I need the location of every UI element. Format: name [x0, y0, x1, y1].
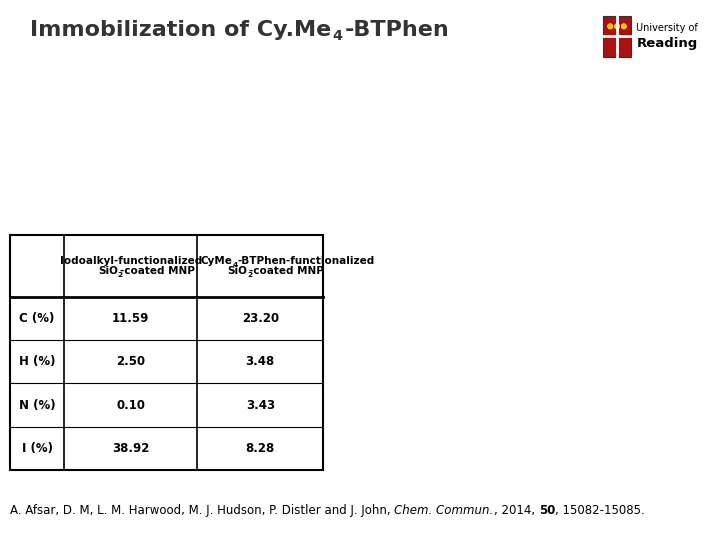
FancyBboxPatch shape	[603, 16, 631, 57]
Text: 11.59: 11.59	[112, 312, 149, 325]
Text: 8.28: 8.28	[246, 442, 275, 455]
Text: SiO: SiO	[228, 266, 247, 276]
Circle shape	[621, 24, 626, 29]
Text: , 15082-15085.: , 15082-15085.	[555, 504, 644, 517]
Text: 23.20: 23.20	[242, 312, 279, 325]
Text: 50: 50	[539, 504, 555, 517]
Circle shape	[615, 24, 619, 29]
Text: C (%): C (%)	[19, 312, 55, 325]
Text: Iodoalkyl-functionalized: Iodoalkyl-functionalized	[60, 256, 202, 266]
Text: N (%): N (%)	[19, 399, 55, 411]
Text: H (%): H (%)	[19, 355, 55, 368]
Text: 2.50: 2.50	[116, 355, 145, 368]
Text: Reading: Reading	[636, 37, 698, 50]
Text: 38.92: 38.92	[112, 442, 149, 455]
Text: -BTPhen: -BTPhen	[345, 20, 450, 40]
Text: 3.48: 3.48	[246, 355, 275, 368]
Text: 3.43: 3.43	[246, 399, 275, 411]
Bar	[10, 235, 323, 470]
Text: 2: 2	[117, 272, 123, 278]
Text: -BTPhen-functionalized: -BTPhen-functionalized	[238, 256, 374, 266]
Text: 4: 4	[332, 29, 342, 43]
Text: University of: University of	[636, 23, 698, 32]
Text: Immobilization of Cy.Me: Immobilization of Cy.Me	[30, 20, 331, 40]
Text: -coated MNP: -coated MNP	[249, 266, 324, 276]
Text: , 2014,: , 2014,	[494, 504, 539, 517]
Text: -coated MNP: -coated MNP	[120, 266, 194, 276]
Text: 0.10: 0.10	[116, 399, 145, 411]
Circle shape	[608, 24, 613, 29]
Circle shape	[621, 24, 626, 29]
Text: Chem. Commun.: Chem. Commun.	[395, 504, 494, 517]
Text: 4: 4	[233, 261, 238, 267]
Circle shape	[608, 24, 613, 29]
Text: SiO: SiO	[98, 266, 117, 276]
Text: I (%): I (%)	[22, 442, 53, 455]
Text: 2: 2	[247, 272, 253, 278]
Text: A. Afsar, D. M, L. M. Harwood, M. J. Hudson, P. Distler and J. John,: A. Afsar, D. M, L. M. Harwood, M. J. Hud…	[10, 504, 395, 517]
Circle shape	[615, 24, 619, 29]
Text: CyMe: CyMe	[200, 256, 233, 266]
